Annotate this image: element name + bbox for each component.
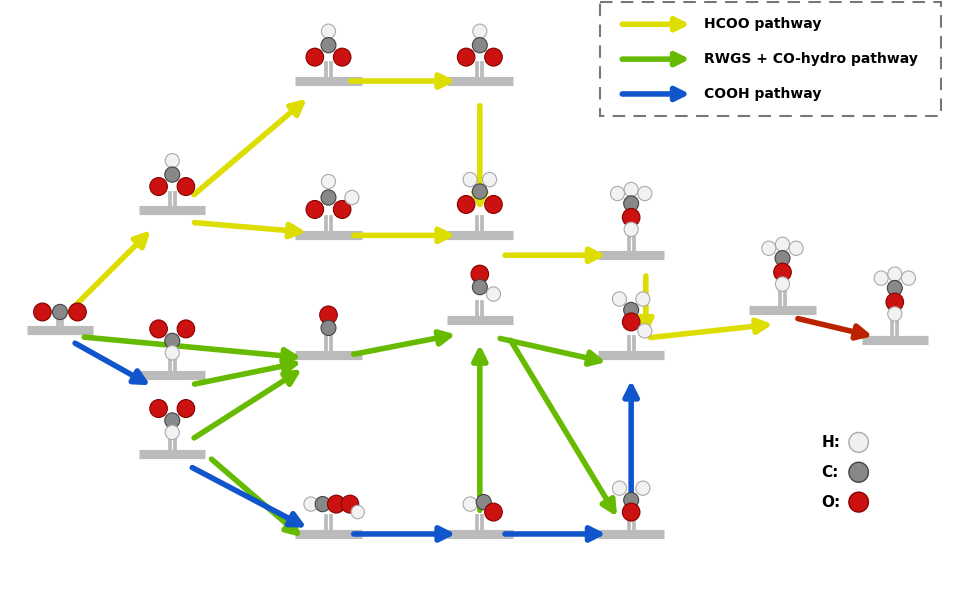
Circle shape (623, 302, 638, 318)
Circle shape (848, 492, 867, 512)
Circle shape (622, 313, 640, 331)
Circle shape (484, 503, 502, 521)
Circle shape (321, 37, 335, 53)
Circle shape (610, 186, 624, 200)
Circle shape (305, 200, 324, 218)
Circle shape (623, 492, 638, 508)
Circle shape (177, 178, 195, 196)
Text: C:: C: (821, 465, 838, 480)
Circle shape (611, 481, 626, 495)
Circle shape (321, 190, 335, 205)
Circle shape (484, 48, 502, 66)
Circle shape (611, 292, 626, 306)
Circle shape (773, 263, 791, 281)
Circle shape (165, 333, 179, 348)
Circle shape (848, 462, 867, 482)
Circle shape (177, 320, 195, 338)
Circle shape (69, 303, 86, 321)
Circle shape (638, 324, 651, 338)
Circle shape (900, 271, 915, 285)
Circle shape (472, 280, 486, 295)
Circle shape (774, 277, 789, 291)
Circle shape (177, 400, 195, 417)
Circle shape (887, 306, 901, 321)
Circle shape (315, 497, 329, 512)
Circle shape (774, 251, 789, 266)
Circle shape (165, 425, 179, 440)
Circle shape (873, 271, 888, 285)
Text: COOH pathway: COOH pathway (703, 87, 821, 101)
Circle shape (471, 265, 488, 283)
Circle shape (328, 495, 345, 513)
Circle shape (482, 172, 496, 187)
FancyBboxPatch shape (599, 2, 940, 116)
Circle shape (457, 196, 475, 213)
Circle shape (472, 24, 486, 39)
Circle shape (165, 413, 179, 428)
Circle shape (34, 303, 51, 321)
Circle shape (622, 208, 640, 226)
Circle shape (321, 175, 335, 189)
Circle shape (636, 292, 649, 306)
Circle shape (885, 293, 903, 311)
Circle shape (462, 497, 477, 511)
Text: RWGS + CO-hydro pathway: RWGS + CO-hydro pathway (703, 52, 918, 66)
Circle shape (622, 503, 640, 521)
Circle shape (52, 305, 68, 319)
Circle shape (638, 186, 651, 200)
Circle shape (165, 346, 179, 360)
Circle shape (165, 153, 179, 168)
Circle shape (761, 241, 775, 256)
Circle shape (623, 196, 638, 211)
Circle shape (333, 48, 351, 66)
Text: H:: H: (821, 435, 840, 450)
Circle shape (321, 320, 335, 335)
Circle shape (636, 481, 649, 495)
Circle shape (623, 222, 638, 237)
Circle shape (165, 167, 179, 182)
Circle shape (848, 432, 867, 452)
Circle shape (457, 48, 475, 66)
Circle shape (303, 497, 318, 511)
Circle shape (333, 200, 351, 218)
Circle shape (320, 306, 337, 324)
Circle shape (789, 241, 802, 256)
Circle shape (484, 196, 502, 213)
Circle shape (321, 24, 335, 39)
Circle shape (887, 281, 901, 295)
Circle shape (351, 505, 364, 519)
Text: HCOO pathway: HCOO pathway (703, 17, 821, 31)
Circle shape (623, 182, 638, 197)
Text: O:: O: (821, 495, 840, 509)
Circle shape (341, 495, 359, 513)
Circle shape (472, 184, 486, 199)
Circle shape (149, 320, 168, 338)
Circle shape (476, 495, 490, 510)
Circle shape (345, 190, 359, 205)
Circle shape (486, 287, 500, 301)
Circle shape (774, 237, 789, 251)
Circle shape (472, 37, 486, 53)
Circle shape (149, 178, 168, 196)
Circle shape (887, 267, 901, 281)
Circle shape (149, 400, 168, 417)
Circle shape (462, 172, 477, 187)
Circle shape (305, 48, 324, 66)
